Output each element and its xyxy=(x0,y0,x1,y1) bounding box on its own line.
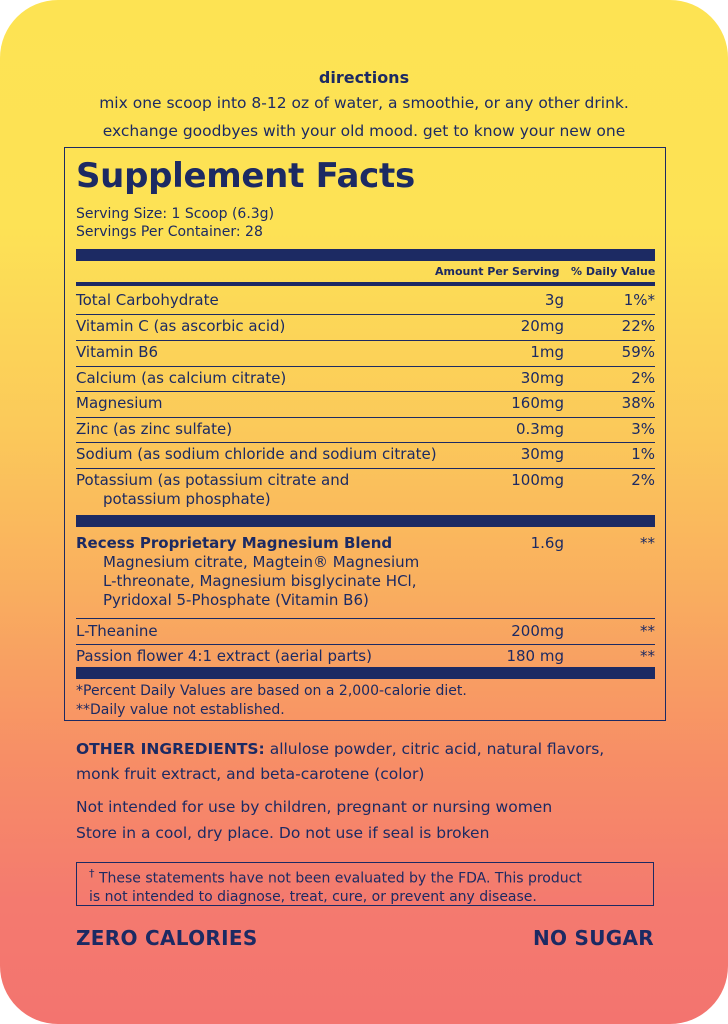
footnote-daily-values: *Percent Daily Values are based on a 2,0… xyxy=(76,683,467,699)
storage-line: Store in a cool, dry place. Do not use i… xyxy=(76,824,490,842)
directions-line-1: mix one scoop into 8-12 oz of water, a s… xyxy=(99,94,629,112)
disclaimer-text: These statements have not been evaluated… xyxy=(94,870,582,887)
other-ingredients-label: OTHER INGREDIENTS: xyxy=(76,740,265,758)
nutrient-name: Total Carbohydrate xyxy=(76,291,219,309)
row-divider xyxy=(76,417,655,418)
other-ingredients-text: allulose powder, citric acid, natural fl… xyxy=(264,740,605,758)
nutrient-dv: 22% xyxy=(621,317,655,335)
nutrient-name: Calcium (as calcium citrate) xyxy=(76,369,287,387)
nutrient-amount: 30mg xyxy=(520,445,564,463)
row-divider xyxy=(76,340,655,341)
nutrient-row: Potassium (as potassium citrate and pota… xyxy=(76,471,655,511)
nutrient-dv: 2% xyxy=(631,471,655,489)
supplement-facts-box: Supplement Facts Serving Size: 1 Scoop (… xyxy=(64,147,666,721)
nutrient-amount: 30mg xyxy=(520,369,564,387)
nutrient-name: Zinc (as zinc sulfate) xyxy=(76,420,233,438)
divider-thick xyxy=(76,249,655,261)
divider-medium xyxy=(76,282,655,286)
nutrient-name: Sodium (as sodium chloride and sodium ci… xyxy=(76,445,437,463)
row-divider xyxy=(76,366,655,367)
warning-line: Not intended for use by children, pregna… xyxy=(76,798,553,816)
header-daily-value: % Daily Value xyxy=(571,265,656,278)
nutrient-amount: 160mg xyxy=(511,394,564,412)
row-divider xyxy=(76,644,655,645)
row-divider xyxy=(76,618,655,619)
nutrient-amount: 180 mg xyxy=(506,647,564,665)
nutrient-amount: 200mg xyxy=(511,622,564,640)
other-ingredients-text: monk fruit extract, and beta-carotene (c… xyxy=(76,765,425,783)
zero-calories-badge: ZERO CALORIES xyxy=(76,926,258,950)
blend-amount: 1.6g xyxy=(530,534,564,552)
blend-ingredients: L-threonate, Magnesium bisglycinate HCl, xyxy=(103,572,417,590)
nutrient-dv: ** xyxy=(640,647,655,665)
row-divider xyxy=(76,468,655,469)
directions-line-2: exchange goodbyes with your old mood. ge… xyxy=(102,122,626,140)
nutrient-name: Vitamin C (as ascorbic acid) xyxy=(76,317,286,335)
fda-disclaimer-box: † These statements have not been evaluat… xyxy=(76,862,654,906)
divider-thick xyxy=(76,667,655,679)
nutrient-amount: 1mg xyxy=(530,343,564,361)
nutrient-dv: 59% xyxy=(621,343,655,361)
nutrient-name: Passion flower 4:1 extract (aerial parts… xyxy=(76,647,372,665)
dagger-symbol: † xyxy=(89,867,95,880)
servings-per-container: Servings Per Container: 28 xyxy=(76,224,263,240)
nutrient-amount: 0.3mg xyxy=(516,420,564,438)
nutrient-name: L-Theanine xyxy=(76,622,158,640)
nutrient-dv: 1% xyxy=(631,445,655,463)
row-divider xyxy=(76,391,655,392)
directions-title: directions xyxy=(318,68,410,87)
nutrient-name: Vitamin B6 xyxy=(76,343,159,361)
nutrient-dv: 3% xyxy=(631,420,655,438)
nutrient-amount: 100mg xyxy=(511,471,564,489)
row-divider xyxy=(76,442,655,443)
nutrient-dv: 38% xyxy=(621,394,655,412)
nutrient-dv: 2% xyxy=(631,369,655,387)
serving-size: Serving Size: 1 Scoop (6.3g) xyxy=(76,206,275,222)
blend-ingredients: Pyridoxal 5-Phosphate (Vitamin B6) xyxy=(103,591,369,609)
header-amount-per-serving: Amount Per Serving xyxy=(435,265,560,278)
disclaimer-text: is not intended to diagnose, treat, cure… xyxy=(89,888,537,905)
row-divider xyxy=(76,314,655,315)
nutrient-amount: 3g xyxy=(544,291,564,309)
blend-ingredients: Magnesium citrate, Magtein® Magnesium xyxy=(103,553,420,571)
nutrient-dv: 1%* xyxy=(623,291,655,309)
nutrient-amount: 20mg xyxy=(520,317,564,335)
nutrient-name: Potassium (as potassium citrate and xyxy=(76,471,350,489)
nutrient-dv: ** xyxy=(640,622,655,640)
blend-dv: ** xyxy=(640,534,655,552)
nutrient-name: Magnesium xyxy=(76,394,163,412)
divider-thick xyxy=(76,515,655,527)
nutrient-name-continued: potassium phosphate) xyxy=(103,490,271,508)
no-sugar-badge: NO SUGAR xyxy=(532,926,654,950)
supplement-facts-title: Supplement Facts xyxy=(76,156,415,196)
footnote-not-established: **Daily value not established. xyxy=(76,702,285,718)
other-ingredients: OTHER INGREDIENTS: allulose powder, citr… xyxy=(76,737,676,787)
blend-title: Recess Proprietary Magnesium Blend xyxy=(76,534,393,552)
proprietary-blend: Recess Proprietary Magnesium Blend 1.6g … xyxy=(76,534,655,614)
